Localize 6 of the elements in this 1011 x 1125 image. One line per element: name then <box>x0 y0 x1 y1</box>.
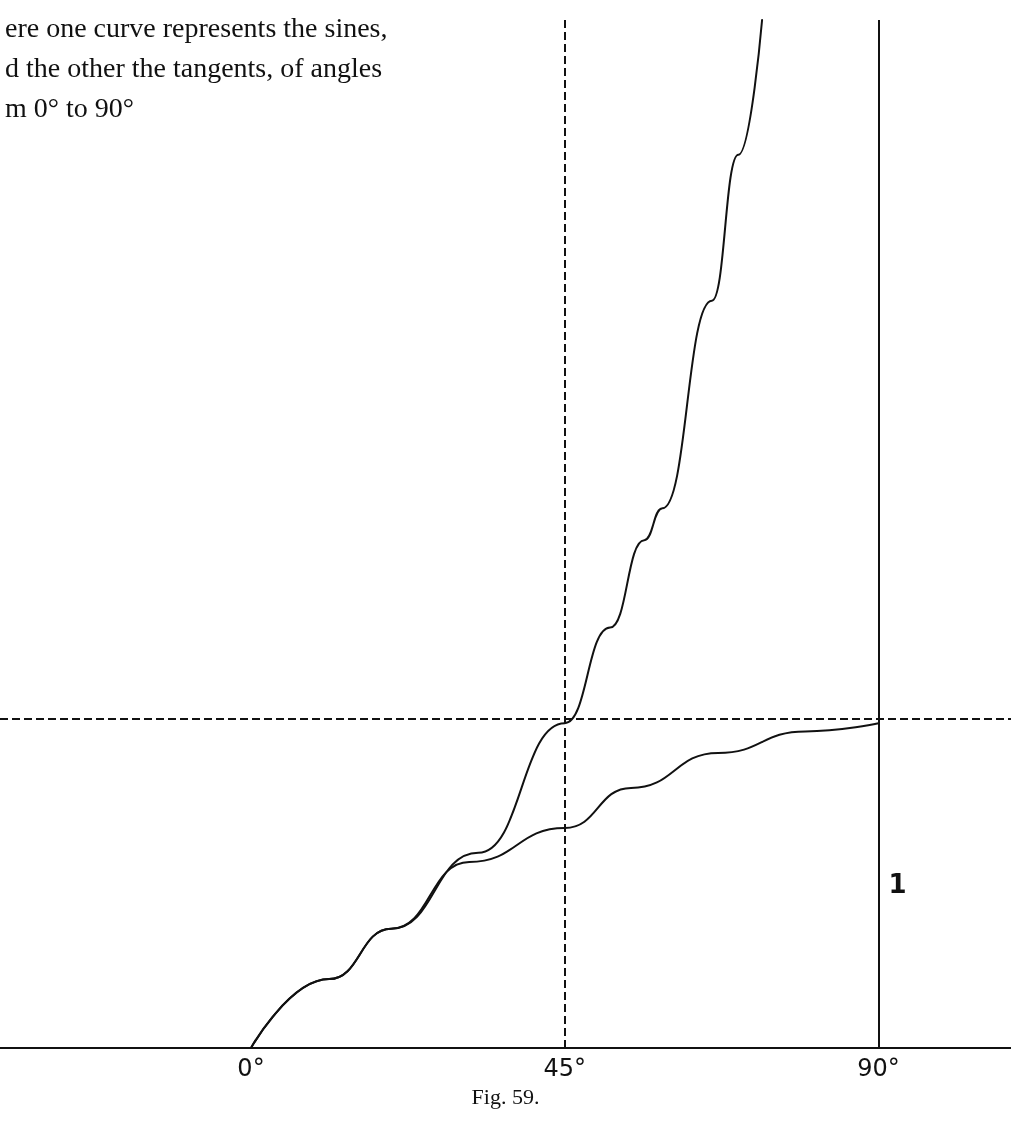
x-tick-label: 90° <box>857 1054 900 1082</box>
annotation: 1 <box>888 868 907 899</box>
text: ere one curve represents the sines, d the other the tangents, of angles m 0° to 90° <box>5 11 388 123</box>
x-tick-label: 45° <box>543 1054 587 1082</box>
x-tick-label: 0° <box>237 1054 265 1082</box>
caption: Fig. 59. <box>471 1083 540 1109</box>
